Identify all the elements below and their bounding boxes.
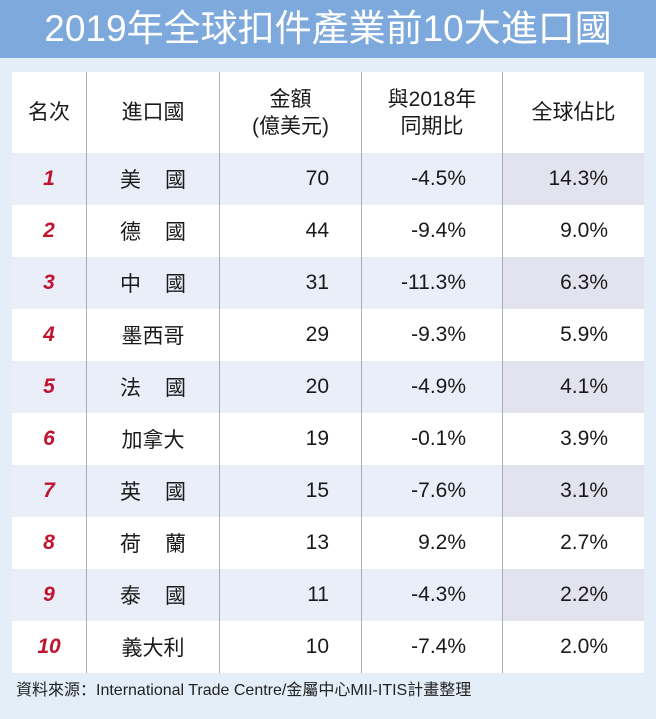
country-cell: 美國 bbox=[87, 153, 220, 205]
yoy-cell: -7.6% bbox=[362, 465, 503, 517]
table-row: 9 泰國 11 -4.3% 2.2% bbox=[12, 569, 644, 621]
amount-cell: 20 bbox=[220, 361, 362, 413]
country-cell: 德國 bbox=[87, 205, 220, 257]
rank-cell: 6 bbox=[12, 413, 87, 465]
country-cell: 中國 bbox=[87, 257, 220, 309]
amount-cell: 19 bbox=[220, 413, 362, 465]
table-row: 2 德國 44 -9.4% 9.0% bbox=[12, 205, 644, 257]
amount-cell: 15 bbox=[220, 465, 362, 517]
share-cell: 2.7% bbox=[560, 531, 608, 554]
table-row: 6 加拿大 19 -0.1% 3.9% bbox=[12, 413, 644, 465]
yoy-cell: 9.2% bbox=[362, 517, 503, 569]
yoy-cell: -9.4% bbox=[362, 205, 503, 257]
rank-cell: 8 bbox=[12, 517, 87, 569]
header-rank-label: 名次 bbox=[28, 101, 70, 124]
chart-title: 2019年全球扣件產業前10大進口國 bbox=[0, 0, 656, 58]
yoy-cell: -11.3% bbox=[362, 257, 503, 309]
rank-cell: 4 bbox=[12, 309, 87, 361]
country-cell: 泰國 bbox=[87, 569, 220, 621]
country-cell: 加拿大 bbox=[87, 413, 220, 465]
country-cell: 英國 bbox=[87, 465, 220, 517]
header-amount-line1: 金額 bbox=[269, 87, 312, 111]
amount-cell: 70 bbox=[220, 153, 362, 205]
rank-cell: 5 bbox=[12, 361, 87, 413]
header-country-label: 進口國 bbox=[121, 101, 185, 124]
rank-cell: 3 bbox=[12, 257, 87, 309]
share-cell: 14.3% bbox=[503, 153, 644, 205]
share-cell: 4.1% bbox=[503, 361, 644, 413]
header-share-label: 全球佔比 bbox=[531, 101, 616, 124]
table-row: 5 法國 20 -4.9% 4.1% bbox=[12, 361, 644, 413]
yoy-cell: -7.4% bbox=[362, 621, 503, 673]
header-yoy: 與2018年 同期比 bbox=[362, 72, 503, 153]
amount-cell: 29 bbox=[220, 309, 362, 361]
country-cell: 墨西哥 bbox=[87, 309, 220, 361]
rank-cell: 1 bbox=[12, 153, 87, 205]
share-cell: 6.3% bbox=[503, 257, 644, 309]
header-yoy-line1: 與2018年 bbox=[387, 87, 477, 111]
source-note: 資料來源：International Trade Centre/金屬中心MII-… bbox=[16, 682, 472, 699]
country-cell: 法國 bbox=[87, 361, 220, 413]
country-cell: 荷蘭 bbox=[87, 517, 220, 569]
rank-cell: 10 bbox=[12, 621, 87, 673]
table-row: 8 荷蘭 13 9.2% 2.7% bbox=[12, 517, 644, 569]
table-row: 1 美國 70 -4.5% 14.3% bbox=[12, 153, 644, 205]
table-row: 10 義大利 10 -7.4% 2.0% bbox=[12, 621, 644, 673]
rank-cell: 2 bbox=[12, 205, 87, 257]
amount-cell: 13 bbox=[220, 517, 362, 569]
table-row: 3 中國 31 -11.3% 6.3% bbox=[12, 257, 644, 309]
rank-cell: 9 bbox=[12, 569, 87, 621]
share-cell: 2.0% bbox=[560, 635, 608, 658]
yoy-cell: -0.1% bbox=[362, 413, 503, 465]
share-cell: 3.1% bbox=[503, 465, 644, 517]
header-share: 全球佔比 bbox=[503, 72, 644, 153]
header-country: 進口國 bbox=[87, 72, 220, 153]
yoy-cell: -4.3% bbox=[362, 569, 503, 621]
table-header-row: 名次 進口國 金額 (億美元) 與2018年 同期比 全球佔比 bbox=[12, 72, 644, 153]
header-amount-line2: (億美元) bbox=[252, 114, 329, 138]
share-cell: 2.2% bbox=[503, 569, 644, 621]
rank-cell: 7 bbox=[12, 465, 87, 517]
header-amount: 金額 (億美元) bbox=[220, 72, 362, 153]
yoy-cell: -9.3% bbox=[362, 309, 503, 361]
amount-cell: 44 bbox=[220, 205, 362, 257]
header-yoy-line2: 同期比 bbox=[400, 114, 464, 138]
data-table: 名次 進口國 金額 (億美元) 與2018年 同期比 全球佔比 1 美國 70 … bbox=[12, 72, 644, 673]
share-cell: 5.9% bbox=[560, 323, 608, 346]
amount-cell: 11 bbox=[220, 569, 362, 621]
table-row: 4 墨西哥 29 -9.3% 5.9% bbox=[12, 309, 644, 361]
header-rank: 名次 bbox=[12, 72, 87, 153]
country-cell: 義大利 bbox=[87, 621, 220, 673]
table-row: 7 英國 15 -7.6% 3.1% bbox=[12, 465, 644, 517]
yoy-cell: -4.9% bbox=[362, 361, 503, 413]
amount-cell: 10 bbox=[220, 621, 362, 673]
amount-cell: 31 bbox=[220, 257, 362, 309]
yoy-cell: -4.5% bbox=[362, 153, 503, 205]
share-cell: 3.9% bbox=[560, 427, 608, 450]
share-cell: 9.0% bbox=[560, 219, 608, 242]
